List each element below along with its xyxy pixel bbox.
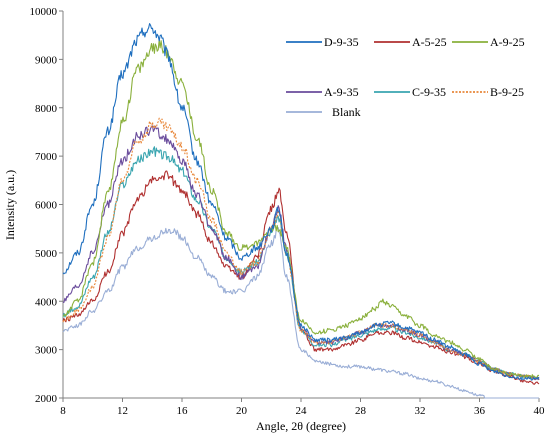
y-tick-label: 9000 xyxy=(35,54,58,66)
series-line-a-5-25 xyxy=(62,170,540,385)
y-tick-label: 7000 xyxy=(35,151,58,163)
x-tick-label: 40 xyxy=(534,405,546,417)
x-axis-label: Angle, 2θ (degree) xyxy=(256,419,346,433)
series-line-c-9-35 xyxy=(62,146,540,381)
x-tick-label: 28 xyxy=(355,405,367,417)
series-lines xyxy=(62,23,540,399)
series-line-b-9-25 xyxy=(62,117,540,380)
series-line-a-9-25 xyxy=(62,39,540,379)
legend-label: D-9-35 xyxy=(324,35,359,49)
x-tick-label: 24 xyxy=(296,405,308,417)
legend-label: A-9-25 xyxy=(490,35,525,49)
y-axis-label: Intensity (a.u.) xyxy=(3,170,17,240)
y-tick-label: 10000 xyxy=(30,6,58,18)
series-line-d-9-35 xyxy=(62,23,540,381)
x-tick-label: 8 xyxy=(60,405,66,417)
series-line-blank xyxy=(62,227,539,399)
y-tick-label: 4000 xyxy=(35,296,58,308)
x-tick-label: 32 xyxy=(415,405,426,417)
y-tick-label: 6000 xyxy=(35,200,58,212)
plot-area: 2000 3000 4000 5000 6000 7000 8000 9000 10000 8 1… xyxy=(30,6,546,417)
legend-label: C-9-35 xyxy=(412,85,446,99)
legend-label: A-9-35 xyxy=(324,85,359,99)
legend-label: A-5-25 xyxy=(412,35,447,49)
legend-label: Blank xyxy=(332,105,361,119)
x-tick-label: 16 xyxy=(177,405,189,417)
legend: D-9-35 A-5-25 A-9-25 A-9-35 C-9-35 B-9-25 Blan… xyxy=(286,35,525,119)
x-tick-label: 12 xyxy=(117,405,128,417)
y-tick-label: 5000 xyxy=(35,248,58,260)
x-tick-label: 20 xyxy=(236,405,248,417)
y-tick-label: 2000 xyxy=(35,393,58,405)
y-tick-label: 8000 xyxy=(35,103,58,115)
y-axis-ticks: 2000 3000 4000 5000 6000 7000 8000 9000 10000 xyxy=(30,6,63,405)
series-line-a-9-35 xyxy=(62,125,540,381)
y-tick-label: 3000 xyxy=(35,345,58,357)
x-tick-label: 36 xyxy=(474,405,486,417)
legend-label: B-9-25 xyxy=(490,85,524,99)
x-axis-ticks: 8 12 16 20 24 28 32 36 40 xyxy=(60,398,545,417)
